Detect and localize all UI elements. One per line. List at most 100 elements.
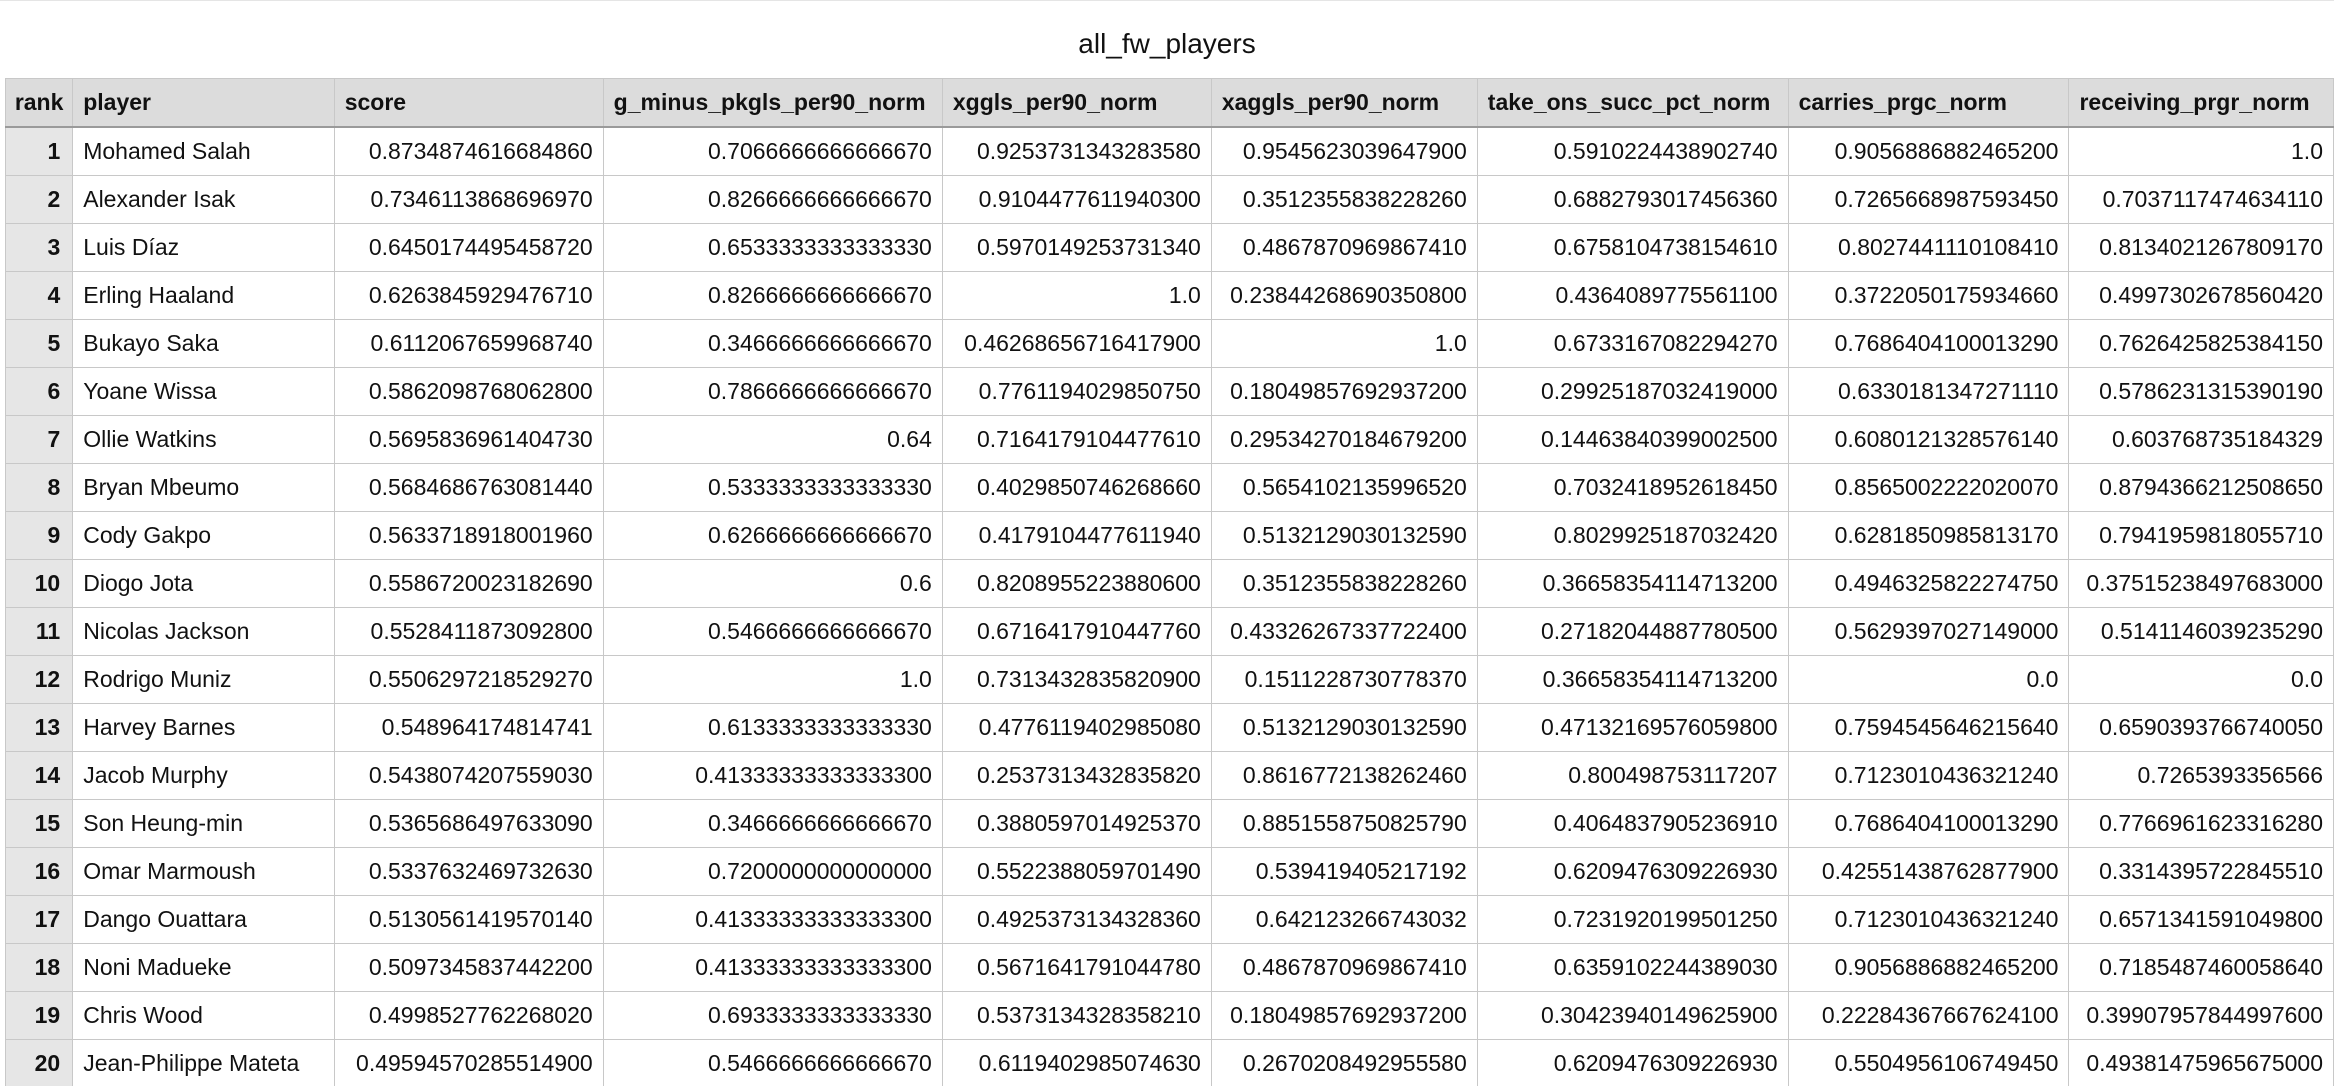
cell-take-ons-succ-pct-norm[interactable]: 0.47132169576059800 — [1476, 703, 1789, 752]
cell-xaggls-per90-norm[interactable]: 0.29534270184679200 — [1210, 415, 1478, 464]
cell-take-ons-succ-pct-norm[interactable]: 0.6209476309226930 — [1476, 1039, 1789, 1086]
column-header-carries-prgc-norm[interactable]: carries_prgc_norm — [1787, 78, 2070, 128]
cell-carries-prgc-norm[interactable]: 0.6330181347271110 — [1787, 367, 2070, 416]
cell-carries-prgc-norm[interactable]: 0.0 — [1787, 655, 2070, 704]
cell-carries-prgc-norm[interactable]: 0.6281850985813170 — [1787, 511, 2070, 560]
cell-player[interactable]: Diogo Jota — [72, 559, 335, 608]
cell-receiving-prgr-norm[interactable]: 0.7941959818055710 — [2068, 511, 2334, 560]
cell-rank[interactable]: 6 — [4, 367, 74, 416]
cell-take-ons-succ-pct-norm[interactable]: 0.6209476309226930 — [1476, 847, 1789, 896]
cell-take-ons-succ-pct-norm[interactable]: 0.6733167082294270 — [1476, 319, 1789, 368]
cell-g-minus-pkgls-per90-norm[interactable]: 0.5466666666666670 — [602, 1039, 943, 1086]
cell-carries-prgc-norm[interactable]: 0.4946325822274750 — [1787, 559, 2070, 608]
cell-player[interactable]: Mohamed Salah — [72, 126, 335, 176]
cell-take-ons-succ-pct-norm[interactable]: 0.6882793017456360 — [1476, 175, 1789, 224]
cell-take-ons-succ-pct-norm[interactable]: 0.36658354114713200 — [1476, 655, 1789, 704]
cell-rank[interactable]: 5 — [4, 319, 74, 368]
cell-carries-prgc-norm[interactable]: 0.7686404100013290 — [1787, 319, 2070, 368]
cell-score[interactable]: 0.7346113868696970 — [333, 175, 604, 224]
cell-score[interactable]: 0.6450174495458720 — [333, 223, 604, 272]
cell-rank[interactable]: 19 — [4, 991, 74, 1040]
cell-g-minus-pkgls-per90-norm[interactable]: 0.7200000000000000 — [602, 847, 943, 896]
cell-g-minus-pkgls-per90-norm[interactable]: 0.7866666666666670 — [602, 367, 943, 416]
cell-take-ons-succ-pct-norm[interactable]: 0.4364089775561100 — [1476, 271, 1789, 320]
cell-g-minus-pkgls-per90-norm[interactable]: 0.8266666666666670 — [602, 271, 943, 320]
cell-carries-prgc-norm[interactable]: 0.22284367667624100 — [1787, 991, 2070, 1040]
cell-score[interactable]: 0.5130561419570140 — [333, 895, 604, 944]
cell-xaggls-per90-norm[interactable]: 0.4867870969867410 — [1210, 223, 1478, 272]
column-header-xaggls-per90-norm[interactable]: xaggls_per90_norm — [1210, 78, 1478, 128]
cell-receiving-prgr-norm[interactable]: 0.3314395722845510 — [2068, 847, 2334, 896]
column-header-xggls-per90-norm[interactable]: xggls_per90_norm — [941, 78, 1212, 128]
cell-take-ons-succ-pct-norm[interactable]: 0.14463840399002500 — [1476, 415, 1789, 464]
cell-receiving-prgr-norm[interactable]: 0.39907957844997600 — [2068, 991, 2334, 1040]
cell-xggls-per90-norm[interactable]: 0.5522388059701490 — [941, 847, 1212, 896]
cell-receiving-prgr-norm[interactable]: 0.603768735184329 — [2068, 415, 2334, 464]
cell-player[interactable]: Dango Ouattara — [72, 895, 335, 944]
cell-carries-prgc-norm[interactable]: 0.5629397027149000 — [1787, 607, 2070, 656]
cell-receiving-prgr-norm[interactable]: 0.49381475965675000 — [2068, 1039, 2334, 1086]
cell-xggls-per90-norm[interactable]: 0.8208955223880600 — [941, 559, 1212, 608]
cell-rank[interactable]: 10 — [4, 559, 74, 608]
cell-xaggls-per90-norm[interactable]: 1.0 — [1210, 319, 1478, 368]
column-header-score[interactable]: score — [333, 78, 604, 128]
cell-g-minus-pkgls-per90-norm[interactable]: 0.3466666666666670 — [602, 799, 943, 848]
cell-rank[interactable]: 8 — [4, 463, 74, 512]
cell-player[interactable]: Noni Madueke — [72, 943, 335, 992]
cell-xggls-per90-norm[interactable]: 0.9253731343283580 — [941, 126, 1212, 176]
cell-player[interactable]: Alexander Isak — [72, 175, 335, 224]
cell-score[interactable]: 0.5438074207559030 — [333, 751, 604, 800]
cell-xaggls-per90-norm[interactable]: 0.3512355838228260 — [1210, 175, 1478, 224]
cell-rank[interactable]: 18 — [4, 943, 74, 992]
cell-score[interactable]: 0.49594570285514900 — [333, 1039, 604, 1086]
cell-take-ons-succ-pct-norm[interactable]: 0.30423940149625900 — [1476, 991, 1789, 1040]
cell-player[interactable]: Ollie Watkins — [72, 415, 335, 464]
cell-carries-prgc-norm[interactable]: 0.6080121328576140 — [1787, 415, 2070, 464]
cell-take-ons-succ-pct-norm[interactable]: 0.4064837905236910 — [1476, 799, 1789, 848]
cell-take-ons-succ-pct-norm[interactable]: 0.6359102244389030 — [1476, 943, 1789, 992]
cell-score[interactable]: 0.6263845929476710 — [333, 271, 604, 320]
cell-player[interactable]: Erling Haaland — [72, 271, 335, 320]
cell-g-minus-pkgls-per90-norm[interactable]: 0.6933333333333330 — [602, 991, 943, 1040]
column-header-player[interactable]: player — [72, 78, 335, 128]
cell-carries-prgc-norm[interactable]: 0.5504956106749450 — [1787, 1039, 2070, 1086]
cell-score[interactable]: 0.5586720023182690 — [333, 559, 604, 608]
cell-rank[interactable]: 3 — [4, 223, 74, 272]
cell-receiving-prgr-norm[interactable]: 0.5141146039235290 — [2068, 607, 2334, 656]
column-header-g-minus-pkgls-per90-norm[interactable]: g_minus_pkgls_per90_norm — [602, 78, 943, 128]
cell-receiving-prgr-norm[interactable]: 0.8134021267809170 — [2068, 223, 2334, 272]
cell-g-minus-pkgls-per90-norm[interactable]: 0.6 — [602, 559, 943, 608]
cell-take-ons-succ-pct-norm[interactable]: 0.5910224438902740 — [1476, 126, 1789, 176]
cell-rank[interactable]: 16 — [4, 847, 74, 896]
cell-receiving-prgr-norm[interactable]: 0.8794366212508650 — [2068, 463, 2334, 512]
cell-rank[interactable]: 13 — [4, 703, 74, 752]
cell-xaggls-per90-norm[interactable]: 0.5654102135996520 — [1210, 463, 1478, 512]
cell-receiving-prgr-norm[interactable]: 0.4997302678560420 — [2068, 271, 2334, 320]
cell-xaggls-per90-norm[interactable]: 0.4867870969867410 — [1210, 943, 1478, 992]
cell-carries-prgc-norm[interactable]: 0.42551438762877900 — [1787, 847, 2070, 896]
cell-rank[interactable]: 7 — [4, 415, 74, 464]
cell-g-minus-pkgls-per90-norm[interactable]: 0.6533333333333330 — [602, 223, 943, 272]
cell-player[interactable]: Omar Marmoush — [72, 847, 335, 896]
cell-receiving-prgr-norm[interactable]: 0.7265393356566 — [2068, 751, 2334, 800]
cell-xggls-per90-norm[interactable]: 0.6119402985074630 — [941, 1039, 1212, 1086]
cell-rank[interactable]: 2 — [4, 175, 74, 224]
cell-carries-prgc-norm[interactable]: 0.7686404100013290 — [1787, 799, 2070, 848]
cell-carries-prgc-norm[interactable]: 0.7123010436321240 — [1787, 895, 2070, 944]
cell-g-minus-pkgls-per90-norm[interactable]: 0.5466666666666670 — [602, 607, 943, 656]
cell-carries-prgc-norm[interactable]: 0.7265668987593450 — [1787, 175, 2070, 224]
cell-g-minus-pkgls-per90-norm[interactable]: 0.3466666666666670 — [602, 319, 943, 368]
cell-rank[interactable]: 20 — [4, 1039, 74, 1086]
cell-take-ons-succ-pct-norm[interactable]: 0.27182044887780500 — [1476, 607, 1789, 656]
cell-xggls-per90-norm[interactable]: 0.5373134328358210 — [941, 991, 1212, 1040]
cell-xaggls-per90-norm[interactable]: 0.8616772138262460 — [1210, 751, 1478, 800]
cell-player[interactable]: Luis Díaz — [72, 223, 335, 272]
column-header-take-ons-succ-pct-norm[interactable]: take_ons_succ_pct_norm — [1476, 78, 1789, 128]
cell-g-minus-pkgls-per90-norm[interactable]: 0.41333333333333300 — [602, 895, 943, 944]
cell-xaggls-per90-norm[interactable]: 0.23844268690350800 — [1210, 271, 1478, 320]
cell-xggls-per90-norm[interactable]: 0.4776119402985080 — [941, 703, 1212, 752]
cell-g-minus-pkgls-per90-norm[interactable]: 0.7066666666666670 — [602, 126, 943, 176]
cell-score[interactable]: 0.4998527762268020 — [333, 991, 604, 1040]
cell-receiving-prgr-norm[interactable]: 0.7185487460058640 — [2068, 943, 2334, 992]
cell-player[interactable]: Jacob Murphy — [72, 751, 335, 800]
